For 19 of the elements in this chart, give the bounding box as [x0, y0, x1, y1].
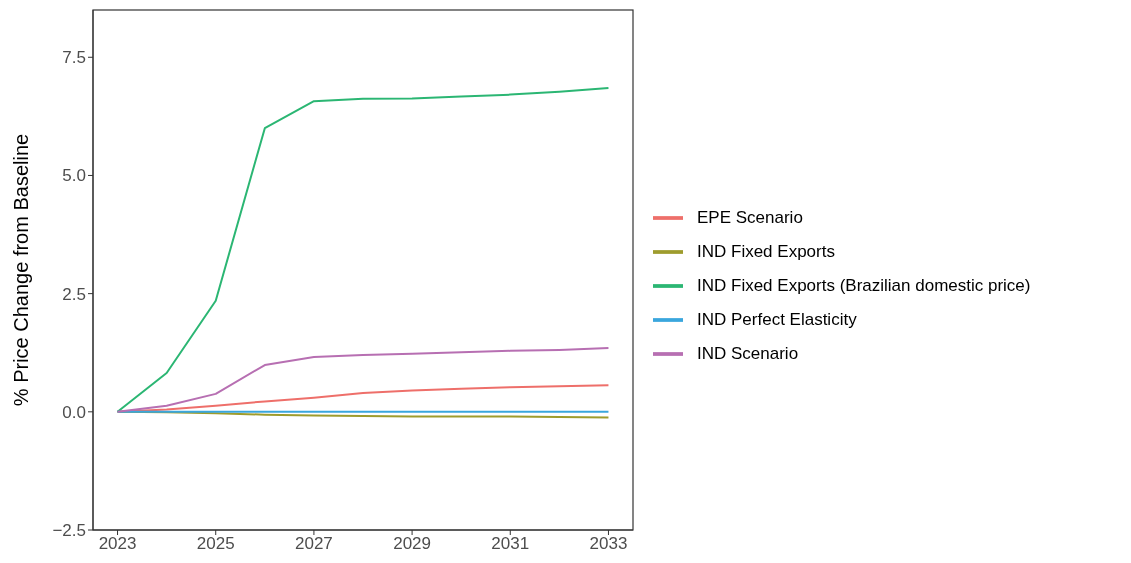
y-tick-label: 7.5 [62, 48, 86, 68]
legend-label: IND Perfect Elasticity [697, 309, 857, 329]
legend-label: IND Fixed Exports (Brazilian domestic price) [697, 275, 1031, 295]
y-tick-label: −2.5 [52, 521, 86, 541]
x-tick-label: 2025 [196, 534, 235, 554]
x-tick-label: 2033 [589, 534, 628, 554]
x-tick-label: 2029 [393, 534, 431, 554]
y-tick-label: 0.0 [62, 402, 86, 422]
line-series [116, 347, 610, 413]
y-axis-title: % Price Change from Baseline [10, 133, 33, 407]
line-series [116, 87, 610, 413]
x-tick-label: 2027 [295, 534, 333, 554]
x-tick-label: 2023 [98, 534, 137, 554]
y-tick-label: 2.5 [62, 284, 86, 304]
legend-label: IND Scenario [697, 343, 799, 363]
legend-label: IND Fixed Exports [697, 241, 835, 261]
x-tick-label: 2031 [491, 534, 530, 554]
legend-label: EPE Scenario [697, 207, 803, 227]
y-tick-label: 5.0 [62, 166, 86, 186]
